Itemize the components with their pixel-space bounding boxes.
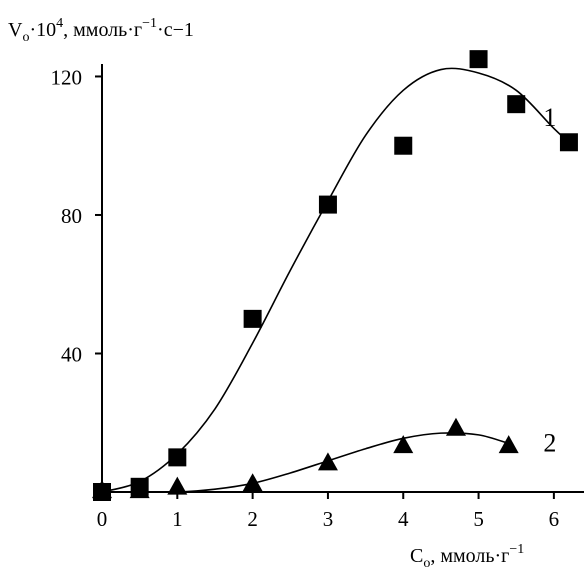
series-labels: 12 [543,103,556,458]
x-tick-label: 4 [398,507,409,531]
axes [101,64,584,493]
y-axis-title: Vo·104, ммоль·г−1·с−1 [8,16,194,45]
y-axis-title-tail: ·с−1 [157,19,194,41]
point-series-1 [559,133,578,152]
x-axis-title-base: C [410,545,423,567]
point-series-2 [242,473,263,492]
x-tick-label: 2 [247,507,258,531]
y-axis-title-base: V [8,19,23,41]
x-axis-title-sub: o [423,556,430,571]
x-tick-label: 3 [323,507,334,531]
y-axis-title-unit-sup: −1 [142,16,157,31]
point-series-2 [393,435,414,454]
point-series-1 [394,136,413,155]
point-series-1 [507,95,526,114]
y-axis-title-sub: o [22,30,29,45]
point-series-2 [445,417,466,436]
y-axis-title-rest: , ммоль·г [63,19,142,41]
point-series-1 [469,50,488,69]
y-tick-label: 120 [51,65,83,89]
point-series-2 [167,476,188,495]
x-tick-label: 5 [473,507,484,531]
point-series-1 [318,195,337,214]
point-series-2 [129,480,150,499]
x-axis-title: Co, ммоль·г−1 [410,542,524,571]
svg-text:Co, ммоль·г−1: Co, ммоль·г−1 [410,542,524,571]
y-axis-title-mid: ·10 [29,19,56,41]
point-series-2 [317,452,338,471]
series-label-1: 1 [543,103,556,132]
point-series-2 [498,435,519,454]
y-tick-label: 40 [61,342,82,366]
curve-series-1 [101,67,578,493]
x-tick-label: 1 [172,507,183,531]
svg-text:Vo·104, ммоль·г−1·с−1: Vo·104, ммоль·г−1·с−1 [8,16,194,45]
fitted-curves [101,67,578,494]
y-tick-label: 80 [61,204,82,228]
point-series-1 [243,309,262,328]
x-axis-title-unit-sup: −1 [509,542,524,557]
point-series-1 [168,448,187,467]
x-axis-title-rest: , ммоль·г [430,545,509,567]
curve-series-2 [101,432,509,494]
point-series-2 [92,480,112,499]
series-label-2: 2 [543,429,556,458]
y-axis-title-sup: 4 [56,16,63,31]
x-tick-label: 6 [549,507,560,531]
x-tick-label: 0 [97,507,108,531]
data-points [92,50,578,501]
